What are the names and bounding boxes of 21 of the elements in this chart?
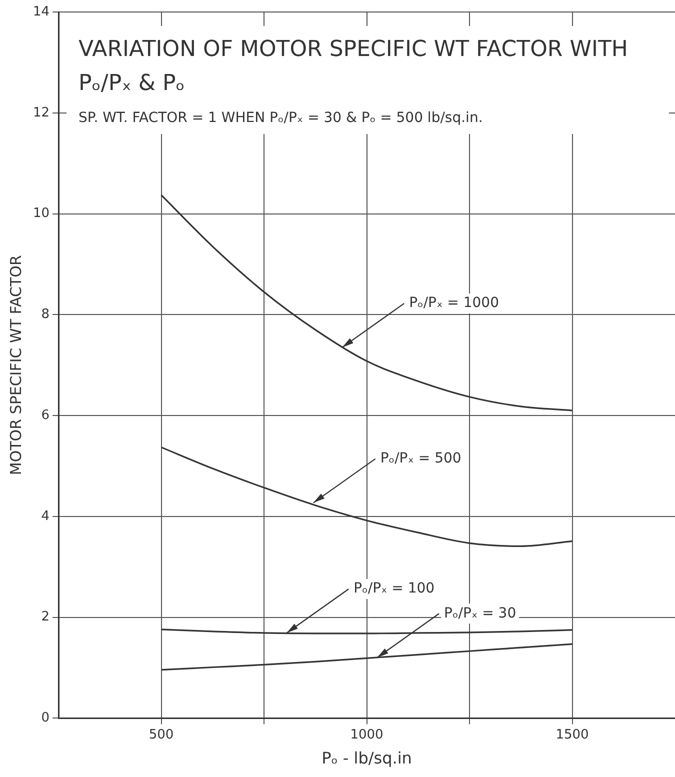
y-tick-label: 6 xyxy=(41,408,50,423)
x-axis-title: Pₒ - lb/sq.in xyxy=(322,748,412,768)
annotation: Pₒ/Pₓ = 1000 xyxy=(409,295,499,312)
line-series xyxy=(160,446,574,547)
y-tick-label: 14 xyxy=(32,4,50,20)
y-tick-label: 0 xyxy=(41,710,50,726)
y-tick-label: 8 xyxy=(41,307,50,322)
text: VARIATION OF MOTOR SPECIFIC WT FACTOR WITH Pₒ/Pₓ & Pₒ xyxy=(78,37,628,96)
annotation: Pₒ/Pₓ = 100 xyxy=(354,580,435,597)
annotation: Pₒ/Pₓ = 500 xyxy=(380,450,462,466)
y-tick-label: 2 xyxy=(41,610,50,625)
y-tick-label: 4 xyxy=(41,508,50,524)
annotation: Pₒ/Pₓ = 30 xyxy=(444,605,516,622)
text: SP. WT. FACTOR = 1 WHEN Pₒ/Pₓ = 30 & Pₒ = 500 lb/sq.in. xyxy=(78,110,483,126)
x-tick-label: 1000 xyxy=(350,727,384,742)
line-series xyxy=(160,194,574,412)
x-tick-label: 500 xyxy=(148,727,174,742)
y-tick-label: 12 xyxy=(32,105,50,120)
y-tick-label: 10 xyxy=(32,206,50,222)
x-tick-label: 1500 xyxy=(556,727,589,742)
y-axis-title: MOTOR SPECIFIC WT FACTOR xyxy=(6,255,25,476)
